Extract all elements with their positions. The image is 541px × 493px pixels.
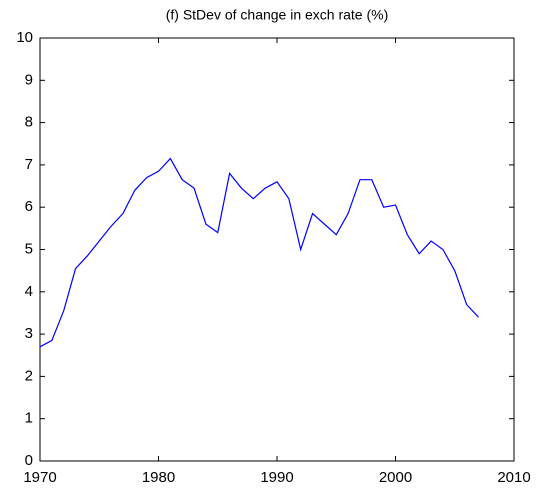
y-tick-label: 0 (25, 452, 33, 469)
y-tick-label: 2 (25, 367, 33, 384)
x-tick-label: 1970 (23, 469, 56, 486)
y-tick-label: 7 (25, 156, 33, 173)
x-tick-label: 2000 (379, 469, 412, 486)
data-line (39, 157, 479, 348)
y-tick-label: 10 (16, 29, 33, 46)
y-tick-label: 5 (25, 240, 33, 257)
y-tick-label: 8 (25, 114, 33, 131)
x-tick-label: 2010 (497, 469, 530, 486)
chart-title: (f) StDev of change in exch rate (%) (166, 7, 389, 23)
y-tick-label: 9 (25, 71, 33, 88)
y-tick-label: 1 (25, 410, 33, 427)
x-tick-label: 1990 (260, 469, 293, 486)
x-tick-label: 1980 (142, 469, 175, 486)
y-tick-label: 4 (25, 283, 33, 300)
y-tick-label: 6 (25, 198, 33, 215)
y-tick-label: 3 (25, 325, 33, 342)
